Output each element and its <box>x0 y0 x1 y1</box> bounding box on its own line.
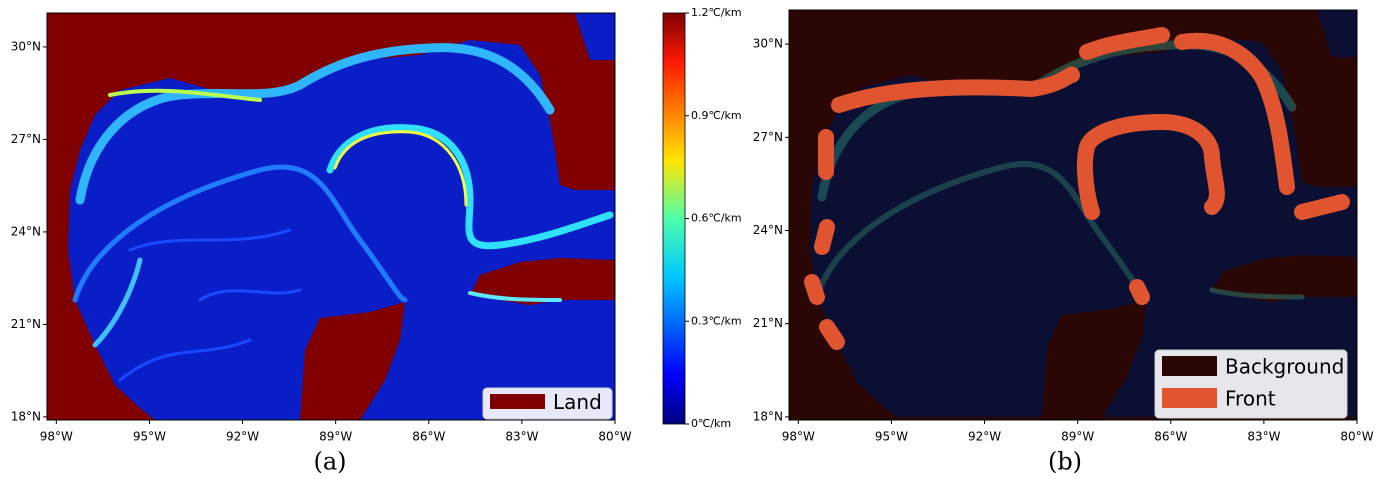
caption: (a) <box>313 448 346 476</box>
legend-swatch <box>1162 388 1217 408</box>
y-tick-label: 27°N <box>753 130 783 144</box>
x-tick-label: 92°W <box>968 430 1001 444</box>
x-tick-label: 95°W <box>133 430 166 444</box>
x-tick-label: 89°W <box>1061 430 1094 444</box>
x-tick-label: 86°W <box>1154 430 1187 444</box>
colorbar <box>663 13 685 424</box>
caption: (b) <box>1048 448 1082 476</box>
y-tick-label: 21°N <box>753 316 783 330</box>
colorbar-tick-label: 0.9℃/km <box>691 109 742 122</box>
figure: 98°W 95°W 92°W 89°W 86°W 83°W 80°W 18°N 21°N 24°N… <box>0 0 1389 479</box>
x-tick-label: 98°W <box>40 430 73 444</box>
legend-label: Front <box>1225 387 1276 411</box>
colorbar-tick-label: 0℃/km <box>691 417 731 430</box>
legend-label: Land <box>553 390 602 414</box>
legend-swatch <box>490 394 545 409</box>
x-tick-label: 80°W <box>598 430 631 444</box>
x-tick-label: 83°W <box>505 430 538 444</box>
y-tick-label: 21°N <box>11 317 41 331</box>
legend-swatch <box>1162 356 1217 376</box>
x-tick-label: 83°W <box>1247 430 1280 444</box>
y-tick-label: 18°N <box>753 409 783 423</box>
x-tick-label: 86°W <box>412 430 445 444</box>
y-tick-label: 30°N <box>753 37 783 51</box>
x-tick-label: 89°W <box>319 430 352 444</box>
colorbar-tick-label: 0.3℃/km <box>691 314 742 327</box>
y-tick-label: 18°N <box>11 409 41 423</box>
x-tick-label: 98°W <box>782 430 815 444</box>
colorbar-tick-label: 0.6℃/km <box>691 212 742 225</box>
colorbar-tick-label: 1.2℃/km <box>691 6 742 19</box>
y-tick-label: 24°N <box>11 224 41 238</box>
y-tick-label: 24°N <box>753 223 783 237</box>
x-tick-label: 80°W <box>1340 430 1373 444</box>
x-tick-label: 95°W <box>875 430 908 444</box>
y-tick-label: 27°N <box>11 132 41 146</box>
y-tick-label: 30°N <box>11 39 41 53</box>
map-a <box>47 13 615 420</box>
legend-label: Background <box>1225 355 1344 379</box>
x-tick-label: 92°W <box>226 430 259 444</box>
page: {"panels": [ {"caption": "(a)", "xlim": … <box>0 0 1389 479</box>
